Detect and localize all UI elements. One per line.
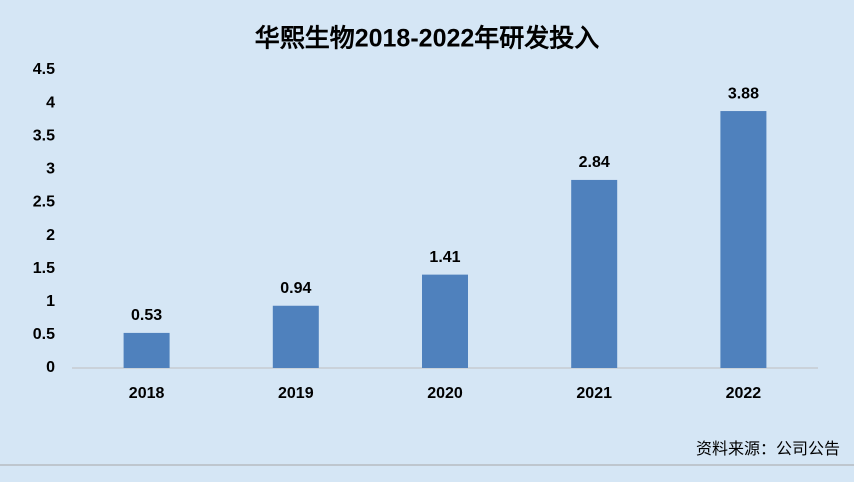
source-note: 资料来源：公司公告: [696, 440, 840, 458]
y-tick-label: 0.5: [33, 326, 55, 343]
value-label: 1.41: [429, 249, 460, 266]
bar: [123, 332, 170, 368]
y-tick-label: 4: [46, 94, 55, 111]
value-label: 2.84: [579, 154, 610, 171]
x-tick-label: 2020: [427, 385, 463, 402]
y-tick-label: 2.5: [33, 194, 55, 211]
x-tick-label: 2018: [129, 385, 165, 402]
y-tick-label: 1: [46, 293, 55, 310]
x-tick-label: 2022: [726, 385, 762, 402]
x-tick-label: 2021: [576, 385, 612, 402]
bar: [422, 274, 468, 368]
bar: [272, 305, 319, 368]
bar: [571, 179, 618, 368]
chart-title: 华熙生物2018-2022年研发投入: [255, 24, 600, 53]
x-tick-label: 2019: [278, 385, 314, 402]
y-tick-label: 3: [46, 161, 55, 178]
y-tick-label: 3.5: [33, 127, 55, 144]
y-tick-label: 2: [46, 227, 55, 244]
value-label: 3.88: [728, 85, 759, 102]
y-tick-label: 4.5: [33, 61, 55, 78]
y-tick-label: 0: [46, 359, 55, 376]
bar: [720, 111, 767, 369]
value-label: 0.53: [131, 307, 162, 324]
value-label: 0.94: [280, 280, 311, 297]
y-tick-label: 1.5: [33, 260, 55, 277]
